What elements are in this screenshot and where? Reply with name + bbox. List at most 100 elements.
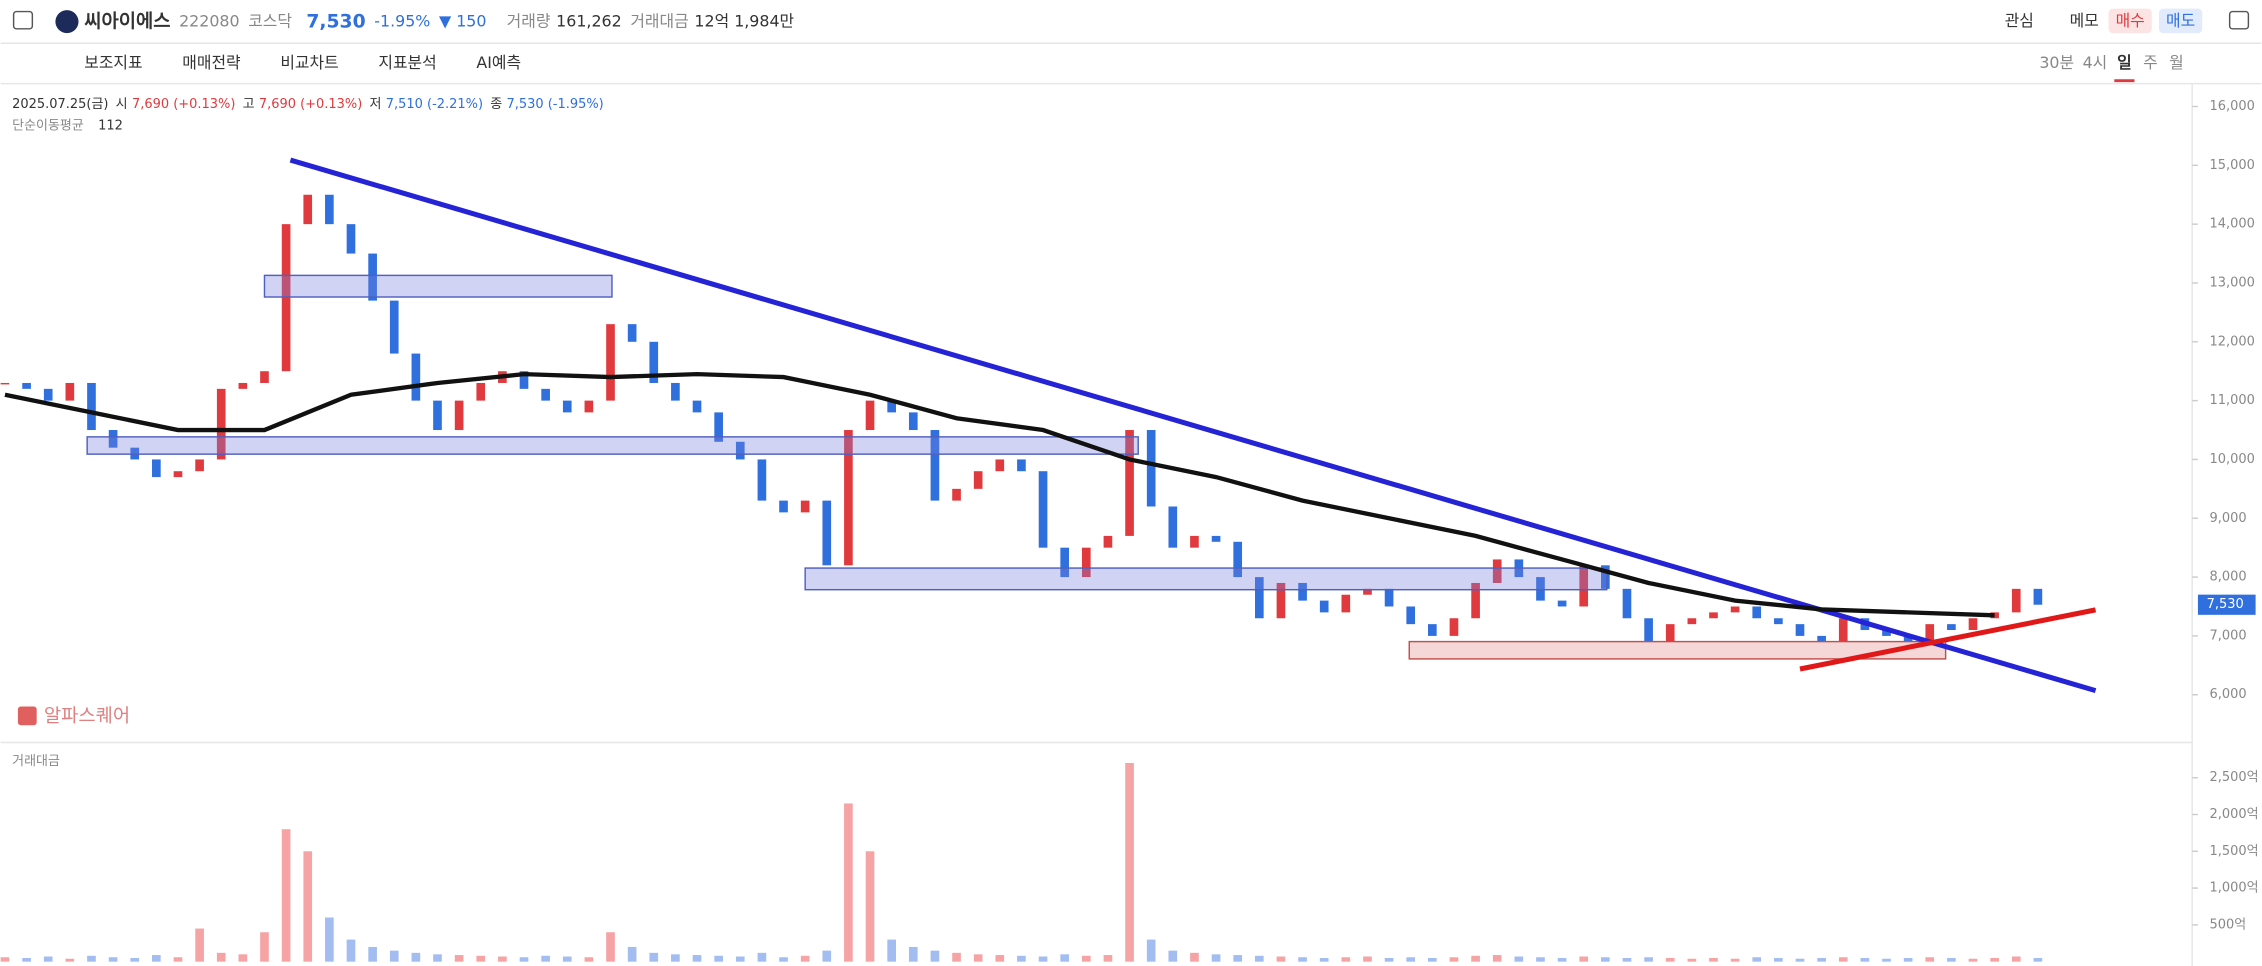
toolbar-item[interactable]: 지표분석 [378, 53, 436, 72]
period-item[interactable]: 일 [2117, 53, 2132, 72]
volume-bar [0, 957, 10, 962]
candle [1449, 618, 1459, 636]
candle [584, 400, 594, 413]
volume-bar [1319, 957, 1329, 962]
zone-box [263, 274, 613, 298]
candle [325, 194, 334, 225]
candle [238, 382, 248, 389]
volume-bar [1514, 956, 1524, 962]
volume-bar [130, 957, 140, 962]
volume-bar [1968, 958, 1978, 962]
volume-bar [22, 957, 31, 962]
volume-bar [1038, 956, 1048, 962]
candle [952, 488, 961, 501]
volume-bar [1536, 957, 1545, 962]
period-item[interactable]: 주 [2143, 53, 2158, 72]
volume-bar [692, 955, 702, 962]
volume-bar [1990, 957, 1999, 962]
volume-bar [1687, 958, 1697, 962]
y-tick-label: 11,000 [2209, 393, 2254, 408]
volume-bar [1103, 955, 1113, 962]
volume-bar [1838, 957, 1848, 962]
volume-bar [1081, 955, 1091, 962]
candle [1947, 624, 1956, 631]
candle [1146, 430, 1156, 507]
candle [779, 500, 788, 513]
period-item[interactable]: 월 [2169, 53, 2184, 72]
candle [1211, 535, 1221, 542]
candle [1557, 600, 1567, 607]
memo-button[interactable]: 메모 [2070, 11, 2099, 30]
sidebar-toggle[interactable] [12, 10, 34, 30]
sell-button[interactable]: 매도 [2166, 11, 2195, 30]
volume-bar [346, 939, 356, 962]
volume-bar [476, 955, 486, 962]
volume-bar [1276, 956, 1286, 962]
candle [303, 194, 313, 225]
volume-bar [238, 954, 248, 962]
candle [735, 441, 745, 460]
volume-bar [1557, 957, 1567, 962]
volume-bar [368, 946, 377, 962]
buy-button-bg[interactable] [2108, 8, 2152, 34]
zone-box [86, 436, 1139, 455]
volume-bar [195, 928, 204, 962]
candle [1882, 630, 1891, 636]
volume-bar [1882, 958, 1891, 962]
volume-bar [1903, 957, 1913, 962]
candle [844, 430, 853, 566]
volume-bar [908, 946, 918, 962]
y-tick-label: 14,000 [2209, 217, 2254, 232]
watermark-logo [17, 706, 37, 726]
buy-button[interactable]: 매수 [2116, 11, 2145, 30]
candle [1665, 624, 1675, 642]
candle [627, 324, 637, 342]
volume-bar [1860, 957, 1870, 962]
candle [0, 382, 10, 385]
volume-bar [454, 955, 464, 962]
candle [152, 459, 161, 478]
panel-toggle[interactable] [2228, 10, 2250, 30]
volume-bar [1492, 955, 1502, 962]
candle [1903, 635, 1913, 642]
trend-line [1799, 607, 2097, 672]
volume-bar [152, 955, 161, 962]
candle [1233, 541, 1243, 578]
volume-bar [930, 950, 940, 962]
candle [216, 388, 226, 460]
zone-box [804, 567, 1608, 591]
volume-bar [887, 939, 896, 962]
candle [887, 400, 896, 413]
candle [1406, 606, 1416, 625]
y-tick-label: 10,000 [2209, 452, 2254, 467]
candle [1081, 547, 1091, 578]
candle [1168, 506, 1178, 548]
period-item[interactable]: 30분 [2039, 53, 2074, 72]
volume-tick-label: 1,500억 [2209, 844, 2258, 859]
volume-bar [1817, 957, 1826, 962]
last-price-label: 7,530 [2207, 597, 2244, 612]
candle [1492, 559, 1502, 583]
volume-bar [735, 956, 745, 962]
toolbar-item[interactable]: 보조지표 [84, 53, 142, 72]
toolbar-item[interactable]: 매매전략 [182, 53, 241, 72]
volume-bar [1622, 957, 1632, 962]
sell-button-bg[interactable] [2158, 8, 2203, 34]
candle [433, 400, 442, 431]
volume-bar [1925, 957, 1935, 962]
volume-bar [1211, 954, 1221, 962]
period-item[interactable]: 4시 [2083, 53, 2108, 72]
toolbar-item[interactable]: AI예측 [476, 53, 521, 72]
candle [1017, 459, 1026, 472]
volume-tick-label: 1,000억 [2209, 881, 2258, 896]
volume-bar [1254, 955, 1264, 962]
moving-average [4, 371, 1995, 618]
volume-bar [1363, 956, 1372, 962]
watch-button[interactable]: 관심 [2005, 11, 2034, 30]
candle [1795, 624, 1805, 636]
candle [541, 388, 550, 401]
toolbar-item[interactable]: 비교차트 [280, 53, 338, 72]
volume-bar [303, 851, 313, 962]
volume-bar [1017, 955, 1026, 962]
